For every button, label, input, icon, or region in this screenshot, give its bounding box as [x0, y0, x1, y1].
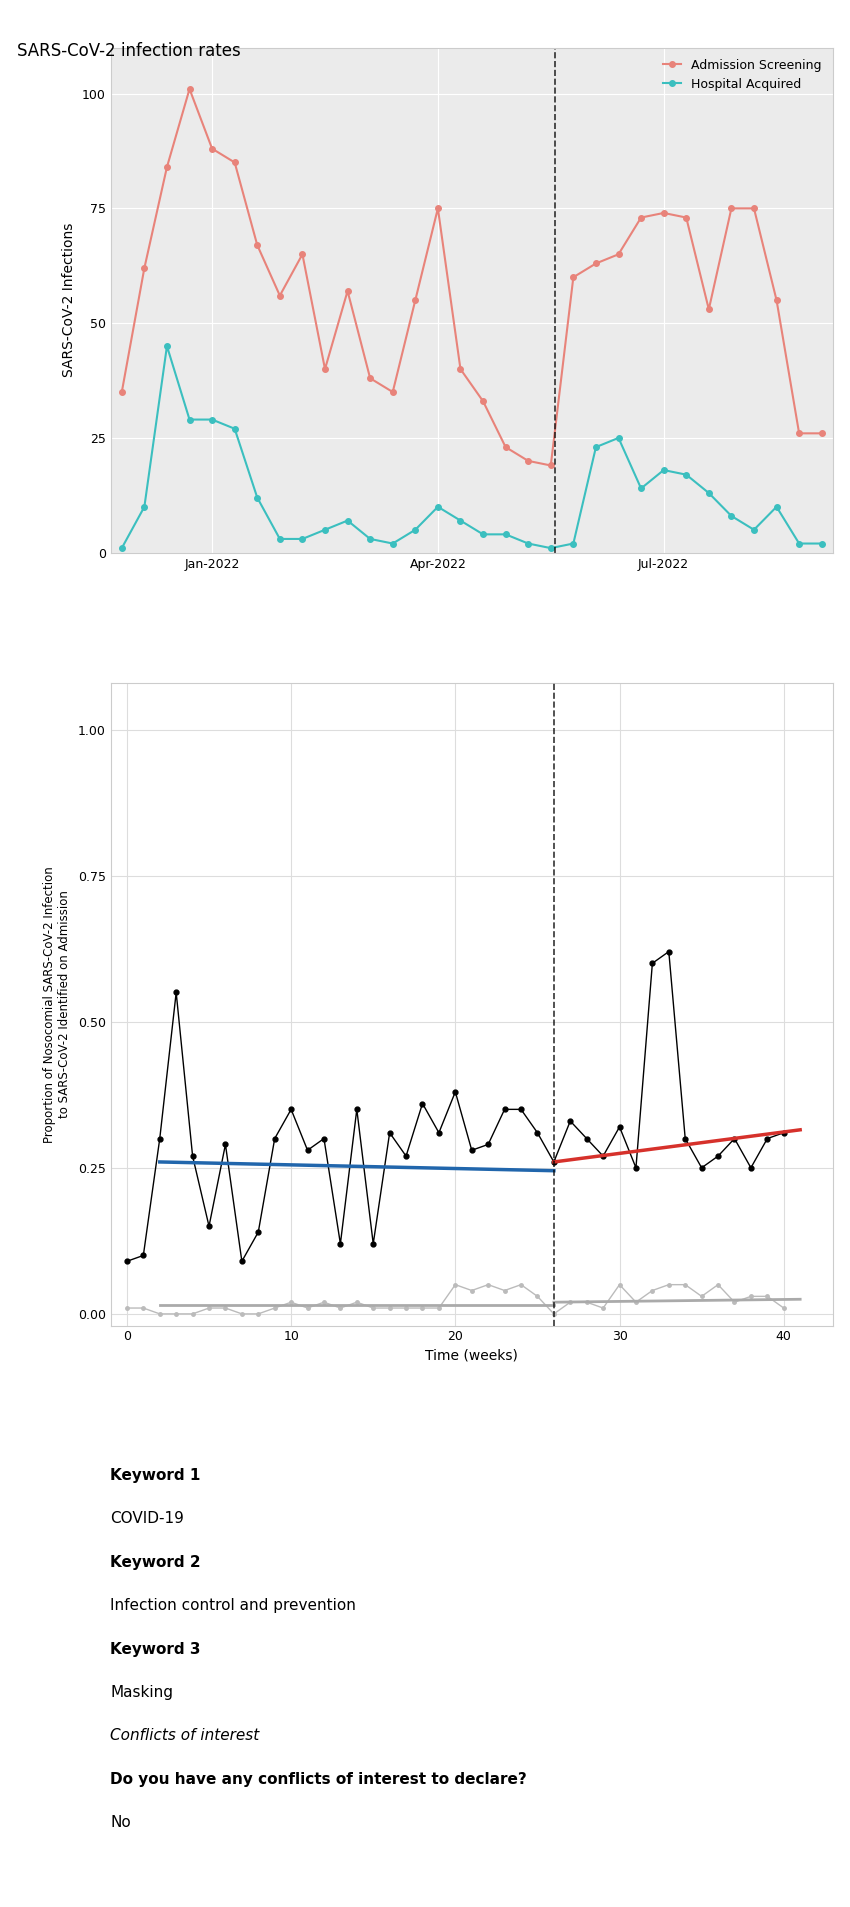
Hospital Acquired	[230, 418, 240, 441]
Admission Screening	[614, 242, 624, 265]
Hospital Acquired	[343, 509, 353, 532]
Hospital Acquired	[207, 408, 218, 431]
Text: SARS-CoV-2 infection rates: SARS-CoV-2 infection rates	[17, 42, 241, 59]
Hospital Acquired	[817, 532, 827, 555]
Admission Screening	[817, 421, 827, 444]
Admission Screening	[433, 196, 443, 219]
Hospital Acquired	[365, 528, 375, 551]
Admission Screening	[456, 359, 466, 381]
Hospital Acquired	[501, 523, 511, 545]
Hospital Acquired	[116, 536, 127, 559]
Admission Screening	[230, 151, 240, 174]
Hospital Acquired	[749, 519, 759, 542]
Y-axis label: SARS-CoV-2 Infections: SARS-CoV-2 Infections	[62, 223, 76, 378]
Admission Screening	[794, 421, 804, 444]
Admission Screening	[546, 454, 556, 477]
Hospital Acquired	[569, 532, 579, 555]
Admission Screening	[501, 435, 511, 458]
Hospital Acquired	[681, 463, 691, 486]
Text: Conflicts of interest: Conflicts of interest	[110, 1728, 260, 1743]
Hospital Acquired	[388, 532, 398, 555]
Hospital Acquired	[139, 496, 150, 519]
Hospital Acquired	[614, 427, 624, 450]
Hospital Acquired	[523, 532, 533, 555]
Hospital Acquired	[659, 458, 669, 481]
Admission Screening	[252, 235, 263, 257]
Admission Screening	[207, 137, 218, 160]
Text: COVID-19: COVID-19	[110, 1512, 184, 1526]
Text: Do you have any conflicts of interest to declare?: Do you have any conflicts of interest to…	[110, 1772, 527, 1787]
Admission Screening	[275, 284, 285, 307]
Text: No: No	[110, 1815, 131, 1831]
Hospital Acquired	[252, 486, 263, 509]
Admission Screening	[704, 297, 714, 320]
Admission Screening	[139, 257, 150, 280]
Admission Screening	[478, 389, 488, 412]
Line: Admission Screening: Admission Screening	[119, 86, 824, 469]
Admission Screening	[388, 381, 398, 404]
Admission Screening	[523, 450, 533, 473]
Hospital Acquired	[546, 536, 556, 559]
Hospital Acquired	[162, 334, 172, 357]
Admission Screening	[636, 206, 646, 229]
Hospital Acquired	[772, 496, 782, 519]
Hospital Acquired	[726, 505, 736, 528]
Y-axis label: Proportion of Nosocomial SARS-CoV-2 Infection
to SARS-CoV-2 Identified on Admiss: Proportion of Nosocomial SARS-CoV-2 Infe…	[42, 866, 71, 1142]
Hospital Acquired	[433, 496, 443, 519]
Admission Screening	[749, 196, 759, 219]
Hospital Acquired	[591, 435, 601, 458]
Admission Screening	[116, 381, 127, 404]
Admission Screening	[320, 359, 330, 381]
Hospital Acquired	[704, 482, 714, 505]
Admission Screening	[659, 202, 669, 225]
Admission Screening	[411, 288, 421, 311]
X-axis label: Time (weeks): Time (weeks)	[425, 1348, 518, 1364]
Admission Screening	[162, 156, 172, 179]
Hospital Acquired	[411, 519, 421, 542]
Admission Screening	[772, 288, 782, 311]
Admission Screening	[365, 366, 375, 389]
Text: Masking: Masking	[110, 1686, 173, 1699]
Text: Keyword 2: Keyword 2	[110, 1554, 201, 1569]
Hospital Acquired	[794, 532, 804, 555]
Hospital Acquired	[478, 523, 488, 545]
Line: Hospital Acquired: Hospital Acquired	[119, 343, 824, 551]
Text: Keyword 1: Keyword 1	[110, 1468, 201, 1484]
Text: Infection control and prevention: Infection control and prevention	[110, 1598, 356, 1613]
Hospital Acquired	[636, 477, 646, 500]
Legend: Admission Screening, Hospital Acquired: Admission Screening, Hospital Acquired	[658, 53, 827, 95]
Hospital Acquired	[298, 528, 308, 551]
Hospital Acquired	[184, 408, 195, 431]
Admission Screening	[184, 78, 195, 101]
Admission Screening	[681, 206, 691, 229]
Admission Screening	[726, 196, 736, 219]
Admission Screening	[298, 242, 308, 265]
Text: Keyword 3: Keyword 3	[110, 1642, 201, 1657]
Hospital Acquired	[456, 509, 466, 532]
Admission Screening	[569, 265, 579, 288]
Admission Screening	[591, 252, 601, 275]
Hospital Acquired	[275, 528, 285, 551]
Admission Screening	[343, 280, 353, 303]
Hospital Acquired	[320, 519, 330, 542]
